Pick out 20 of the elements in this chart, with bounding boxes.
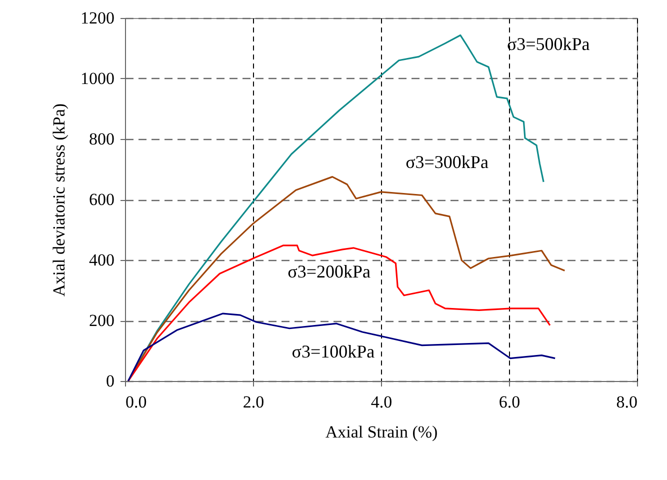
- y-tick-label: 1000: [80, 69, 114, 88]
- y-axis-title: Axial deviatoric stress (kPa): [50, 103, 68, 297]
- x-tick-label: 0.0: [126, 392, 147, 412]
- x-tick-label: 6.0: [498, 392, 520, 412]
- x-axis-title: Axial Strain (%): [325, 422, 438, 442]
- y-tick-label: 0: [106, 372, 114, 390]
- y-tick-label: 600: [89, 190, 114, 209]
- series-label: σ3=300kPa: [406, 152, 488, 172]
- series-label: σ3=500kPa: [506, 34, 590, 54]
- y-tick-label: 200: [89, 311, 114, 330]
- y-tick-label: 400: [89, 250, 114, 270]
- y-tick-label: 1200: [80, 8, 114, 28]
- y-tick-label: 800: [89, 130, 114, 148]
- x-tick-label: 2.0: [242, 392, 264, 412]
- x-tick-label: 4.0: [370, 392, 392, 412]
- line-series: [127, 312, 556, 382]
- series-label: σ3=100kPa: [292, 342, 375, 362]
- line-series: [127, 244, 551, 382]
- series-label: σ3=200kPa: [288, 261, 371, 282]
- x-tick-label: 8.0: [616, 392, 638, 412]
